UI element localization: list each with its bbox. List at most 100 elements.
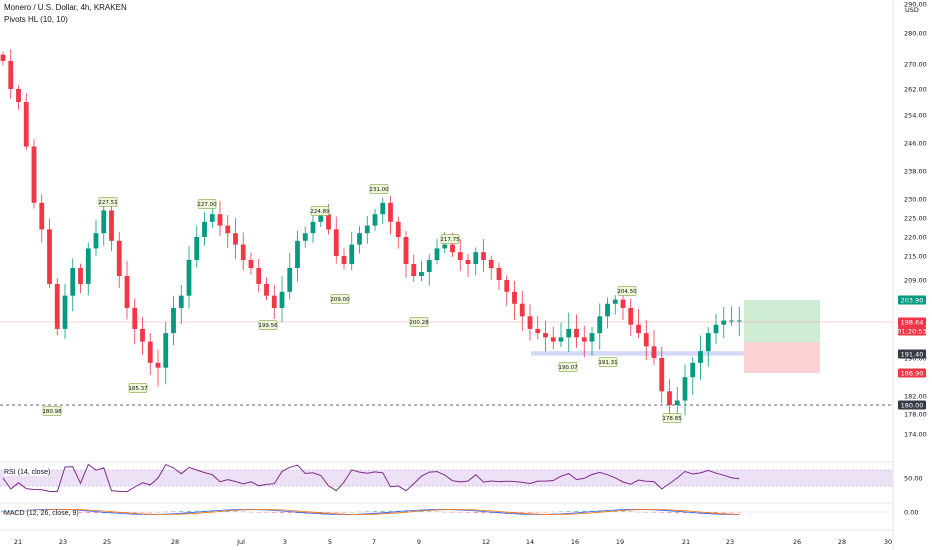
candle-body (628, 307, 634, 325)
candle-body (16, 89, 21, 102)
x-tick-label: 21 (682, 538, 690, 546)
candle-body (287, 268, 293, 292)
rsi-legend[interactable]: RSI (14, close) (4, 469, 51, 476)
pivot-label: 185.37 (128, 383, 148, 393)
macd-histogram-bar (295, 512, 300, 514)
pivot-label-box (310, 206, 330, 216)
rsi-tick-label: 50.00 (904, 475, 923, 483)
pivot-label: 190.07 (558, 362, 578, 372)
price-tag: 198.64 (898, 317, 926, 327)
macd-histogram-bar (380, 510, 385, 512)
candle-body (605, 303, 610, 317)
pivot-label-box (598, 357, 618, 367)
candle-body (543, 333, 548, 338)
x-tick-label: Jul (236, 538, 245, 546)
pivot-label-box (197, 199, 217, 209)
macd-histogram-bar (287, 512, 292, 514)
macd-histogram-bar (504, 512, 509, 514)
pivot-label-box (409, 317, 429, 327)
macd-histogram-bar (334, 512, 339, 513)
macd-legend[interactable]: MACD (12, 26, close, 9) (4, 510, 79, 517)
candle-body (682, 377, 688, 401)
candle-body (318, 214, 324, 222)
candle-body (465, 260, 471, 264)
candle-body (674, 400, 680, 405)
y-tick-label: 238.00 (904, 168, 927, 176)
pivot-label-text: 185.37 (128, 386, 148, 392)
candle-body (690, 362, 696, 378)
candle-body (78, 268, 83, 284)
macd-histogram-bar (94, 512, 98, 514)
time-axis[interactable]: 21 23 25 28 Jul 3 5 7 9 12 14 16 19 21 23 26 28 30 (14, 538, 892, 546)
candle-body (70, 268, 76, 296)
macd-histogram-bar (187, 510, 191, 512)
macd-histogram-bar (450, 512, 455, 513)
macd-tick-label: 0.00 (904, 509, 918, 517)
y-tick-label: 225.00 (904, 215, 927, 223)
price-tag-box (898, 400, 926, 410)
candle-body (620, 299, 626, 308)
macd-histogram-bar (652, 512, 656, 513)
rsi-band (0, 470, 893, 486)
macd-histogram-bar (659, 512, 664, 513)
macd-histogram-bar (163, 511, 168, 513)
price-tag-box (898, 295, 926, 305)
macd-histogram-bar (628, 511, 633, 512)
pivot-label-text: 191.31 (598, 360, 617, 366)
candle-body (62, 295, 68, 329)
candle-body (589, 333, 595, 342)
macd-histogram-bar (675, 512, 680, 514)
candle-body (380, 202, 386, 215)
y-tick-label: 270.00 (904, 61, 927, 69)
macd-histogram-bar (582, 510, 587, 512)
candle-body (209, 214, 215, 222)
macd-histogram-bar (458, 512, 463, 513)
candle-body (233, 233, 238, 245)
macd-histogram-bar (1, 510, 5, 512)
candle-body (488, 260, 494, 268)
macd-histogram-bar (535, 512, 540, 513)
candle-body (574, 328, 579, 338)
candle-body (512, 291, 517, 304)
candle-body (713, 324, 719, 334)
y-tick-label: 215.00 (904, 253, 927, 261)
y-tick-label: 178.00 (904, 411, 927, 419)
candle-body (271, 295, 277, 308)
candle-body (612, 299, 618, 304)
macd-histogram-bar (528, 512, 532, 513)
macd-histogram-bar (427, 511, 432, 512)
price-tag-box (898, 326, 926, 336)
macd-histogram-bar (481, 512, 486, 514)
price-axis[interactable]: 174.00178.00182.00190.00209.00215.00220.… (897, 1, 926, 439)
pivot-label-text: 224.89 (310, 209, 330, 215)
x-tick-label: 30 (884, 538, 892, 546)
candle-body (636, 324, 641, 334)
candle-body (132, 307, 138, 329)
candle-body (39, 202, 45, 230)
indicator-legend[interactable]: Pivots HL (10, 10) (4, 15, 68, 24)
macd-histogram-bar (194, 510, 199, 512)
candle-body (326, 214, 331, 230)
macd-histogram-bar (156, 511, 160, 513)
pivot-label-text: 178.85 (662, 416, 682, 422)
price-tag: 180.00 (898, 400, 926, 410)
candle-body (8, 60, 14, 89)
candle-body (372, 214, 378, 226)
y-tick-label: 220.00 (904, 234, 927, 242)
candle-body (302, 233, 308, 241)
candle-body (721, 320, 727, 325)
candle-body (279, 291, 285, 308)
candle-body (705, 333, 711, 352)
candle-body (264, 283, 269, 296)
candle-body (442, 244, 448, 249)
candle-body (519, 303, 525, 317)
price-tag-text: 01:20:53 (897, 327, 926, 335)
macd-histogram-bar (225, 511, 230, 512)
macd-histogram-bar (559, 511, 563, 512)
candle-body (395, 221, 401, 237)
candle-body (535, 328, 541, 334)
macd-histogram-bar (365, 511, 370, 512)
candle-body (140, 328, 145, 342)
pivot-label-text: 227.51 (98, 200, 117, 206)
